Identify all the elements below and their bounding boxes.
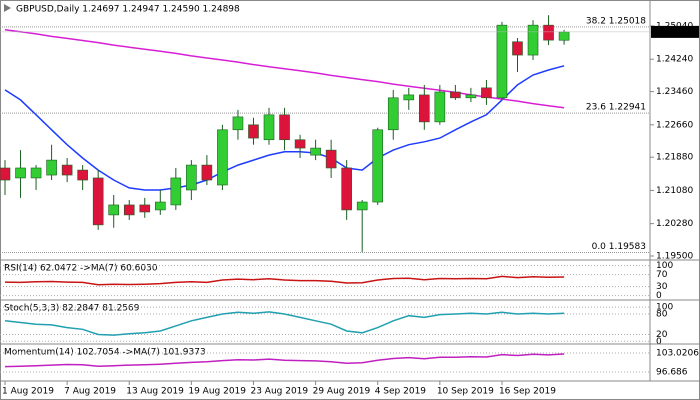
candle-body [527,24,539,56]
candle-body [481,87,492,99]
indicator-title: Momentum(14) 102.7054 ->MA(7) 101.9373 [4,348,206,358]
candle-body [341,167,352,211]
candle-body [294,139,306,149]
level-label: 38.2 1.25018 [586,16,646,26]
candle-body [139,204,151,213]
candle-body [232,116,244,131]
indicator-title: Stoch(5,3,3) 82.2847 81.2569 [4,304,140,314]
y-tick-label: 20 [656,330,668,340]
candle-body [558,31,570,41]
y-tick-label: 100 [656,261,673,271]
candle-body [170,177,182,206]
candle-body [108,204,120,216]
y-tick-label: 70 [656,270,668,280]
y-tick-label: 30 [656,282,668,292]
candle-body [217,129,228,186]
y-tick-label: 1.20280 [656,219,693,229]
candle-body [46,159,57,176]
x-tick-label: 16 Sep 2019 [499,387,556,397]
level-label: 0.0 1.19583 [592,242,646,252]
chart-title: GBPUSD,Daily 1.24697 1.24947 1.24590 1.2… [16,5,240,15]
candle-body [30,167,42,179]
candle-body [356,201,368,211]
candle-body [186,164,197,191]
y-tick-label: 96.686 [656,367,688,377]
y-tick-label: 1.23460 [656,87,693,97]
candle-body [155,201,166,211]
candle-body [496,24,508,99]
level-label: 23.6 1.22941 [586,103,646,113]
y-tick-label: 1.21080 [656,186,693,196]
candle-body [403,94,415,101]
candle-body [263,114,275,141]
candle-body [310,147,321,156]
x-tick-label: 7 Aug 2019 [64,387,116,397]
candle-body [77,169,88,181]
candle-body [61,164,73,176]
y-tick-label: 80 [656,309,668,319]
candle-body [279,114,290,141]
x-tick-label: 29 Aug 2019 [313,387,371,397]
y-tick-label: 0 [656,337,662,347]
y-tick-label: 103.0206 [656,348,699,358]
candle-body [434,91,446,123]
candle-body [15,167,26,179]
candle-body [325,149,337,169]
x-tick-label: 1 Aug 2019 [2,387,54,397]
indicator-title: RSI(14) 62.0472 ->MA(7) 60.6030 [4,264,158,274]
last-price-label: 1.24898 [654,27,691,37]
y-tick-label: 100 [656,303,673,313]
symbol-icon [4,4,11,12]
y-tick-label: 1.22660 [656,120,693,130]
candle-body [543,24,554,41]
x-tick-label: 13 Aug 2019 [126,387,184,397]
indicator-line [4,353,565,368]
x-tick-label: 19 Aug 2019 [188,387,246,397]
candle-body [419,94,430,123]
candle-body [512,41,523,56]
y-tick-label: 0 [656,291,662,301]
y-tick-label: 1.24240 [656,55,693,65]
candle-body [248,124,259,139]
candle-body [372,129,384,203]
last-price-box [651,25,699,38]
x-tick-label: 4 Sep 2019 [375,387,427,397]
candle-body [92,177,104,226]
candle-body [465,94,477,99]
candle-body [201,164,213,181]
y-tick-label: 1.19500 [656,252,693,262]
y-tick-label: 1.21880 [656,153,693,163]
indicator-line [4,275,565,286]
candle-body [123,204,135,216]
indicator-line [4,311,565,336]
x-tick-label: 10 Sep 2019 [437,387,494,397]
candle-body [0,167,11,181]
x-tick-label: 23 Aug 2019 [250,387,308,397]
candle-body [450,91,461,99]
candle-body [387,97,399,131]
